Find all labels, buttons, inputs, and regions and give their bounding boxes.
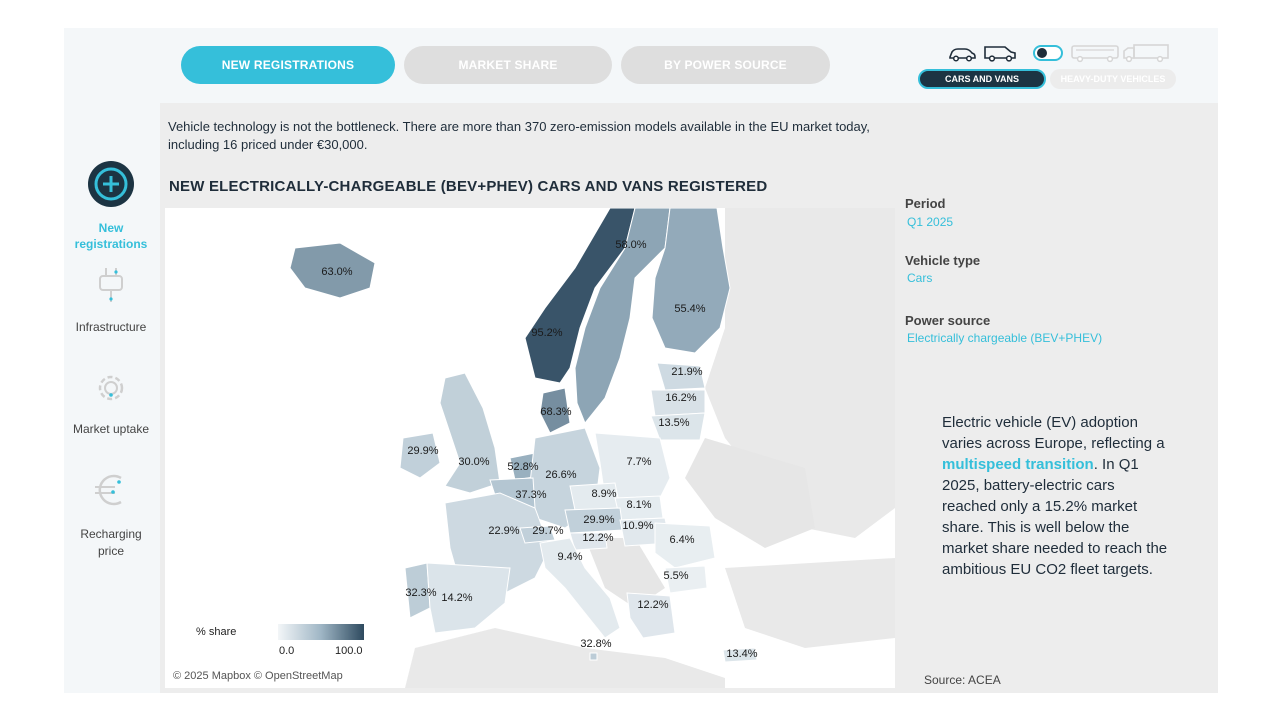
region-label: 7.7% [626, 456, 651, 468]
story-part-2: . In Q1 2025, battery-electric cars reac… [942, 456, 1168, 578]
region-label: 13.4% [726, 648, 757, 660]
region-iceland[interactable] [289, 242, 376, 299]
legend-title: % share [196, 626, 237, 638]
intro-text: Vehicle technology is not the bottleneck… [168, 119, 870, 152]
region-label: 12.2% [582, 532, 613, 544]
power-source-value[interactable]: Electrically chargeable (BEV+PHEV) [907, 331, 1103, 345]
source-note: Source: ACEA [924, 673, 1001, 687]
region-label: 12.2% [637, 599, 668, 611]
sidebar-item-market-uptake[interactable]: Market uptake [72, 422, 150, 436]
vehicle-type-value[interactable]: Cars [907, 271, 933, 285]
region-label: 21.9% [671, 366, 702, 378]
region-label: 55.4% [674, 303, 705, 315]
region-denmark[interactable] [539, 387, 571, 434]
plug-icon[interactable] [96, 266, 126, 306]
toggle-knob [1037, 48, 1047, 58]
region-label: 30.0% [458, 456, 489, 468]
power-source-label: Power source [905, 313, 991, 328]
region-italy[interactable] [539, 537, 621, 639]
legend-max: 100.0 [335, 645, 363, 657]
region-label: 8.1% [626, 499, 651, 511]
region-label: 58.0% [615, 239, 646, 251]
region-label: 26.6% [545, 469, 576, 481]
region-estonia[interactable] [656, 362, 706, 391]
turkey-land [725, 558, 895, 648]
region-label: 5.5% [663, 570, 688, 582]
region-label: 95.2% [531, 327, 562, 339]
region-ireland[interactable] [399, 432, 441, 479]
region-label: 14.2% [441, 592, 472, 604]
region-label: 29.9% [407, 445, 438, 457]
heavy-duty-vehicles-button[interactable]: HEAVY-DUTY VEHICLES [1050, 69, 1176, 89]
tab-new-registrations[interactable]: NEW REGISTRATIONS [181, 46, 395, 84]
plus-circle-icon[interactable] [86, 159, 136, 209]
region-romania[interactable] [654, 522, 716, 569]
region-label: 22.9% [488, 525, 519, 537]
region-label: 10.9% [622, 520, 653, 532]
region-label: 32.8% [580, 638, 611, 650]
balkans-land [585, 538, 665, 608]
map-attribution: © 2025 Mapbox © OpenStreetMap [173, 670, 343, 682]
region-label: 37.3% [515, 489, 546, 501]
region-label: 32.3% [405, 587, 436, 599]
multispeed-transition-link[interactable]: multispeed transition [942, 456, 1094, 473]
region-label: 6.4% [669, 534, 694, 546]
region-finland[interactable] [651, 208, 731, 354]
bus-icon [1071, 45, 1119, 63]
region-sweden[interactable] [574, 208, 671, 424]
legend-gradient [278, 624, 364, 640]
choropleth-map[interactable]: 63.0% 95.2% 58.0% 55.4% 21.9% 16.2% 13.5% 68.3%… [165, 208, 895, 688]
sidebar-item-recharging-price[interactable]: Recharging price [80, 527, 142, 558]
region-bulgaria[interactable] [664, 565, 708, 594]
region-united-kingdom[interactable] [439, 372, 501, 494]
story-part-1: Electric vehicle (EV) adoption varies ac… [942, 414, 1165, 452]
cars-and-vans-button[interactable]: CARS AND VANS [918, 69, 1046, 89]
story-text: Electric vehicle (EV) adoption varies ac… [942, 412, 1172, 580]
region-spain[interactable] [426, 562, 511, 634]
period-label: Period [905, 196, 946, 211]
region-greece[interactable] [626, 592, 676, 639]
region-label: 63.0% [321, 266, 352, 278]
region-lithuania[interactable] [650, 412, 706, 441]
north-africa-land [405, 628, 725, 688]
tab-by-power-source[interactable]: BY POWER SOURCE [621, 46, 830, 84]
vehicle-type-label: Vehicle type [905, 253, 981, 268]
ukraine-land [685, 438, 815, 548]
sidebar-item-new-registrations[interactable]: New registrations [74, 221, 148, 251]
region-label: 8.9% [591, 488, 616, 500]
car-icon [949, 48, 976, 62]
gear-icon[interactable] [93, 370, 129, 406]
region-label: 13.5% [658, 417, 689, 429]
region-label: 68.3% [540, 406, 571, 418]
region-label: 16.2% [665, 392, 696, 404]
map-title: NEW ELECTRICALLY-CHARGEABLE (BEV+PHEV) C… [169, 178, 768, 195]
region-label: 29.7% [532, 525, 563, 537]
euro-icon[interactable] [91, 470, 131, 510]
vehicle-type-toggle[interactable] [1033, 45, 1063, 61]
region-label: 52.8% [507, 461, 538, 473]
region-cyprus[interactable] [722, 647, 758, 663]
period-value[interactable]: Q1 2025 [907, 215, 954, 229]
sidebar-item-infrastructure[interactable]: Infrastructure [75, 320, 147, 334]
region-label: 9.4% [557, 551, 582, 563]
region-malta[interactable] [589, 652, 598, 661]
van-icon [984, 46, 1016, 62]
map-canvas: 63.0% 95.2% 58.0% 55.4% 21.9% 16.2% 13.5% 68.3%… [165, 208, 895, 688]
truck-icon [1123, 44, 1169, 63]
tab-market-share[interactable]: MARKET SHARE [404, 46, 612, 84]
legend-min: 0.0 [279, 645, 295, 657]
region-label: 29.9% [583, 514, 614, 526]
